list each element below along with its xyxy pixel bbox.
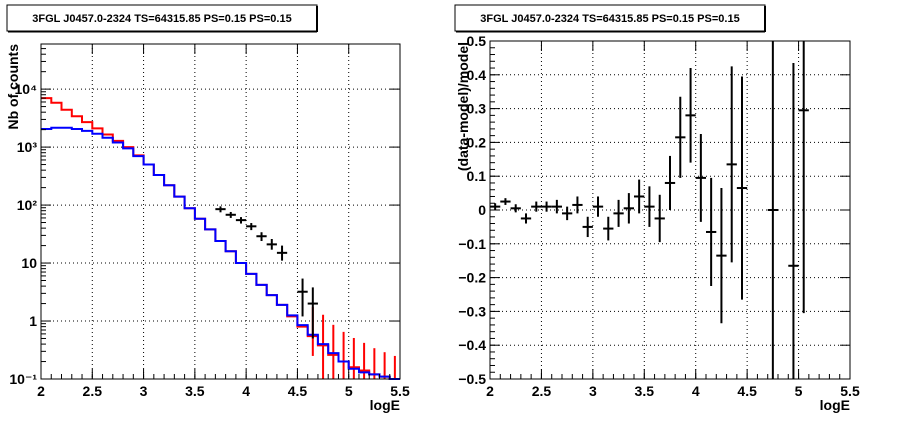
series-1-histogram-line <box>41 126 400 380</box>
x-tick-label: 4 <box>242 383 250 399</box>
x-tick-label: 5.5 <box>390 383 410 399</box>
x-axis-label: logE <box>370 397 400 413</box>
y-tick-label: 1 <box>29 313 37 329</box>
data-marks <box>41 97 400 380</box>
chart-title: 3FGL J0457.0-2324 TS=64315.85 PS=0.15 PS… <box>32 13 291 25</box>
x-tick-label: 2 <box>486 383 494 399</box>
x-tick-label: 2.5 <box>83 383 103 399</box>
x-tick-label: 3.5 <box>635 383 655 399</box>
y-tick-label: 0.3 <box>467 101 487 117</box>
x-tick-label: 2.5 <box>532 383 552 399</box>
series-0-histogram-line <box>41 97 400 380</box>
axes: 2 2.5 3 3.5 4 4.5 5 5.5 10⁻¹ 1 10 10² 10³ 10⁴ <box>9 43 410 399</box>
grid <box>490 41 850 379</box>
x-tick-label: 4 <box>692 383 700 399</box>
y-tick-label: −0.1 <box>458 236 486 252</box>
y-tick-label: 0.4 <box>467 67 487 83</box>
x-tick-label: 5 <box>345 383 353 399</box>
x-tick-label: 4.5 <box>288 383 308 399</box>
title-box <box>454 4 766 32</box>
y-tick-label: −0.5 <box>458 371 486 387</box>
chart-title: 3FGL J0457.0-2324 TS=64315.85 PS=0.15 PS… <box>480 13 739 25</box>
y-tick-label: 10³ <box>17 139 38 155</box>
y-tick-label: 10⁴ <box>15 81 38 97</box>
x-tick-label: 3.5 <box>185 383 205 399</box>
y-tick-label: 10 <box>21 255 37 271</box>
x-axis-label: logE <box>820 397 850 413</box>
data-marks <box>490 41 809 379</box>
x-tick-label: 3 <box>140 383 148 399</box>
y-tick-label: 0.1 <box>467 168 487 184</box>
axes: 2 2.5 3 3.5 4 4.5 5 5.5 −0.5 −0.4 −0.3 −0.2 −0.1 0 0.1… <box>458 33 860 399</box>
x-tick-label: 5 <box>795 383 803 399</box>
residual-panel: 3FGL J0457.0-2324 TS=64315.85 PS=0.15 PS… <box>454 4 860 413</box>
x-tick-label: 2 <box>37 383 45 399</box>
y-tick-label: 10⁻¹ <box>9 371 37 387</box>
x-tick-label: 5.5 <box>840 383 860 399</box>
y-tick-label: 0 <box>478 202 486 218</box>
y-tick-label: 10² <box>17 197 38 213</box>
y-axis-label: (data-model)/model <box>455 42 471 171</box>
title-box <box>6 4 318 32</box>
y-tick-label: −0.3 <box>458 303 486 319</box>
counts-panel: 3FGL J0457.0-2324 TS=64315.85 PS=0.15 PS… <box>5 4 410 413</box>
y-tick-label: −0.2 <box>458 270 486 286</box>
plot-frame <box>40 43 401 380</box>
y-tick-label: −0.4 <box>458 337 486 353</box>
x-tick-label: 4.5 <box>737 383 757 399</box>
y-tick-label: 0.2 <box>467 134 487 150</box>
x-tick-label: 3 <box>589 383 597 399</box>
y-tick-label: 0.5 <box>467 33 487 49</box>
y-axis-label: Nb of counts <box>5 44 21 130</box>
